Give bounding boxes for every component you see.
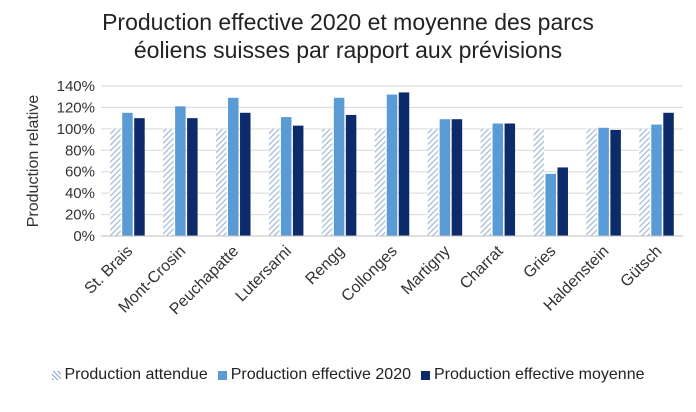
bar-average	[345, 114, 357, 236]
legend-swatch-expected	[51, 370, 61, 380]
bar-expected	[639, 128, 650, 236]
x-tick-label: Lutersarni	[233, 243, 295, 305]
chart-title: Production effective 2020 et moyenne des…	[0, 8, 696, 64]
bar-effective2020	[651, 124, 662, 236]
bar-average	[610, 129, 621, 236]
bar-effective2020	[598, 127, 609, 236]
x-tick-label: St. Brais	[82, 243, 137, 298]
legend-swatch-average	[421, 370, 430, 380]
bar-expected	[110, 128, 121, 236]
bar-effective2020	[386, 94, 398, 236]
bar-effective2020	[175, 106, 186, 236]
legend-item-average: Production effective moyenne	[421, 366, 645, 384]
bar-average	[292, 125, 304, 236]
legend-item-expected: Production attendue	[51, 366, 208, 384]
bar-effective2020	[439, 119, 451, 236]
x-tick-label: Collonges	[338, 243, 400, 305]
y-tick-label: 140%	[57, 78, 95, 95]
bar-effective2020	[545, 173, 556, 236]
chart-title-line-1: Production effective 2020 et moyenne des…	[102, 9, 594, 35]
legend-label-effective-2020: Production effective 2020	[230, 366, 411, 383]
x-tick-label: Rengg	[303, 243, 348, 288]
legend-swatch-effective-2020	[217, 370, 227, 380]
bar-expected	[480, 128, 492, 236]
x-tick-label: Martigny	[398, 243, 453, 298]
y-tick-label: 100%	[57, 121, 95, 138]
legend: Production attendue Production effective…	[0, 364, 696, 386]
bar-effective2020	[228, 97, 239, 237]
legend-label-expected: Production attendue	[64, 366, 208, 383]
bar-average	[557, 167, 568, 236]
bar-average	[504, 123, 516, 236]
bar-expected	[586, 128, 597, 236]
x-tick-label: Charrat	[457, 242, 507, 292]
x-tick-label: Gries	[520, 243, 559, 282]
y-tick-label: 60%	[65, 164, 95, 181]
y-tick-label: 120%	[57, 99, 95, 116]
bar-expected	[374, 128, 386, 236]
bar-effective2020	[280, 117, 292, 236]
bar-average	[134, 118, 145, 236]
bar-expected	[533, 128, 544, 236]
chart-title-line-2: éoliens suisses par rapport aux prévisio…	[133, 37, 563, 63]
y-axis-label: Production relative	[25, 95, 42, 228]
y-tick-label: 40%	[65, 185, 95, 202]
bar-average	[187, 118, 198, 236]
bar-expected	[427, 128, 439, 236]
legend-label-average: Production effective moyenne	[434, 366, 645, 383]
bar-effective2020	[122, 112, 133, 236]
bar-effective2020	[492, 123, 504, 236]
bars-layer	[110, 92, 674, 237]
bar-expected	[268, 128, 280, 236]
bar-effective2020	[333, 97, 345, 237]
y-tick-label: 20%	[65, 207, 95, 224]
x-tick-label: Gütsch	[618, 243, 666, 291]
bar-average	[451, 119, 463, 236]
bar-average	[663, 112, 674, 236]
y-tick-label: 80%	[65, 142, 95, 159]
bar-expected	[216, 128, 227, 236]
bar-expected	[163, 128, 174, 236]
legend-item-effective-2020: Production effective 2020	[217, 366, 411, 384]
bar-average	[240, 112, 251, 236]
bar-average	[398, 92, 410, 236]
y-tick-label: 0%	[73, 228, 95, 245]
bar-expected	[321, 128, 333, 236]
